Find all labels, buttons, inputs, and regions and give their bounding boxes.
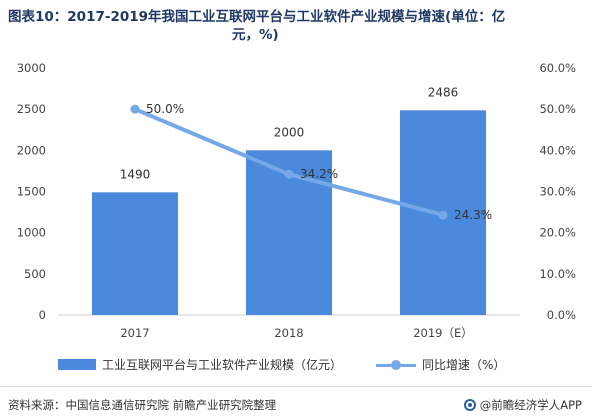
y-right-tick-label: 40.0% <box>539 143 576 157</box>
y-right-tick-label: 0.0% <box>547 308 576 322</box>
growth-value-label: 24.3% <box>454 208 492 222</box>
legend-item-growth: 同比增速（%） <box>376 356 505 373</box>
legend: 工业互联网平台与工业软件产业规模（亿元） 同比增速（%） <box>0 356 592 376</box>
y-left-tick-label: 0 <box>39 308 46 322</box>
legend-line-swatch <box>376 359 416 370</box>
legend-bar-swatch <box>58 359 96 370</box>
brand: @前瞻经济学人APP <box>463 397 582 413</box>
y-left-tick-label: 3000 <box>17 61 46 75</box>
growth-point <box>130 104 140 114</box>
y-right-tick-label: 20.0% <box>539 226 576 240</box>
x-tick-label: 2017 <box>120 326 149 340</box>
y-right-tick-label: 30.0% <box>539 185 576 199</box>
bar <box>92 192 178 315</box>
y-left-tick-label: 500 <box>24 267 46 281</box>
y-left-tick-label: 2000 <box>17 143 46 157</box>
chart-title: 图表10：2017-2019年我国工业互联网平台与工业软件产业规模与增速(单位：… <box>8 8 568 44</box>
chart-title-line1: 图表10：2017-2019年我国工业互联网平台与工业软件产业规模与增速(单位：… <box>8 9 506 25</box>
brand-logo-icon <box>463 399 476 411</box>
y-left-tick-label: 2500 <box>17 102 46 116</box>
footer: 资料来源：中国信息通信研究院 前瞻产业研究院整理 @前瞻经济学人APP <box>0 386 592 420</box>
y-right-tick-label: 50.0% <box>539 102 576 116</box>
source-text: 资料来源：中国信息通信研究院 前瞻产业研究院整理 <box>8 398 277 412</box>
legend-label-growth: 同比增速（%） <box>422 358 506 372</box>
y-left-tick-label: 1000 <box>17 226 46 240</box>
x-tick-label: 2018 <box>274 326 303 340</box>
brand-text: @前瞻经济学人APP <box>479 398 582 412</box>
bar-value-label: 2486 <box>428 85 459 99</box>
growth-point <box>438 210 448 220</box>
y-left-tick-label: 1500 <box>17 185 46 199</box>
chart-title-line2: 元，%) <box>232 27 279 43</box>
bar-value-label: 2000 <box>274 125 305 139</box>
growth-point <box>284 169 294 179</box>
legend-label-scale: 工业互联网平台与工业软件产业规模（亿元） <box>102 358 343 372</box>
y-right-tick-label: 10.0% <box>539 267 576 281</box>
growth-value-label: 34.2% <box>300 167 338 181</box>
y-right-tick-label: 60.0% <box>539 61 576 75</box>
x-tick-label: 2019（E） <box>413 326 473 340</box>
bar-value-label: 1490 <box>120 167 151 181</box>
growth-value-label: 50.0% <box>146 102 184 116</box>
legend-item-scale: 工业互联网平台与工业软件产业规模（亿元） <box>58 356 342 373</box>
